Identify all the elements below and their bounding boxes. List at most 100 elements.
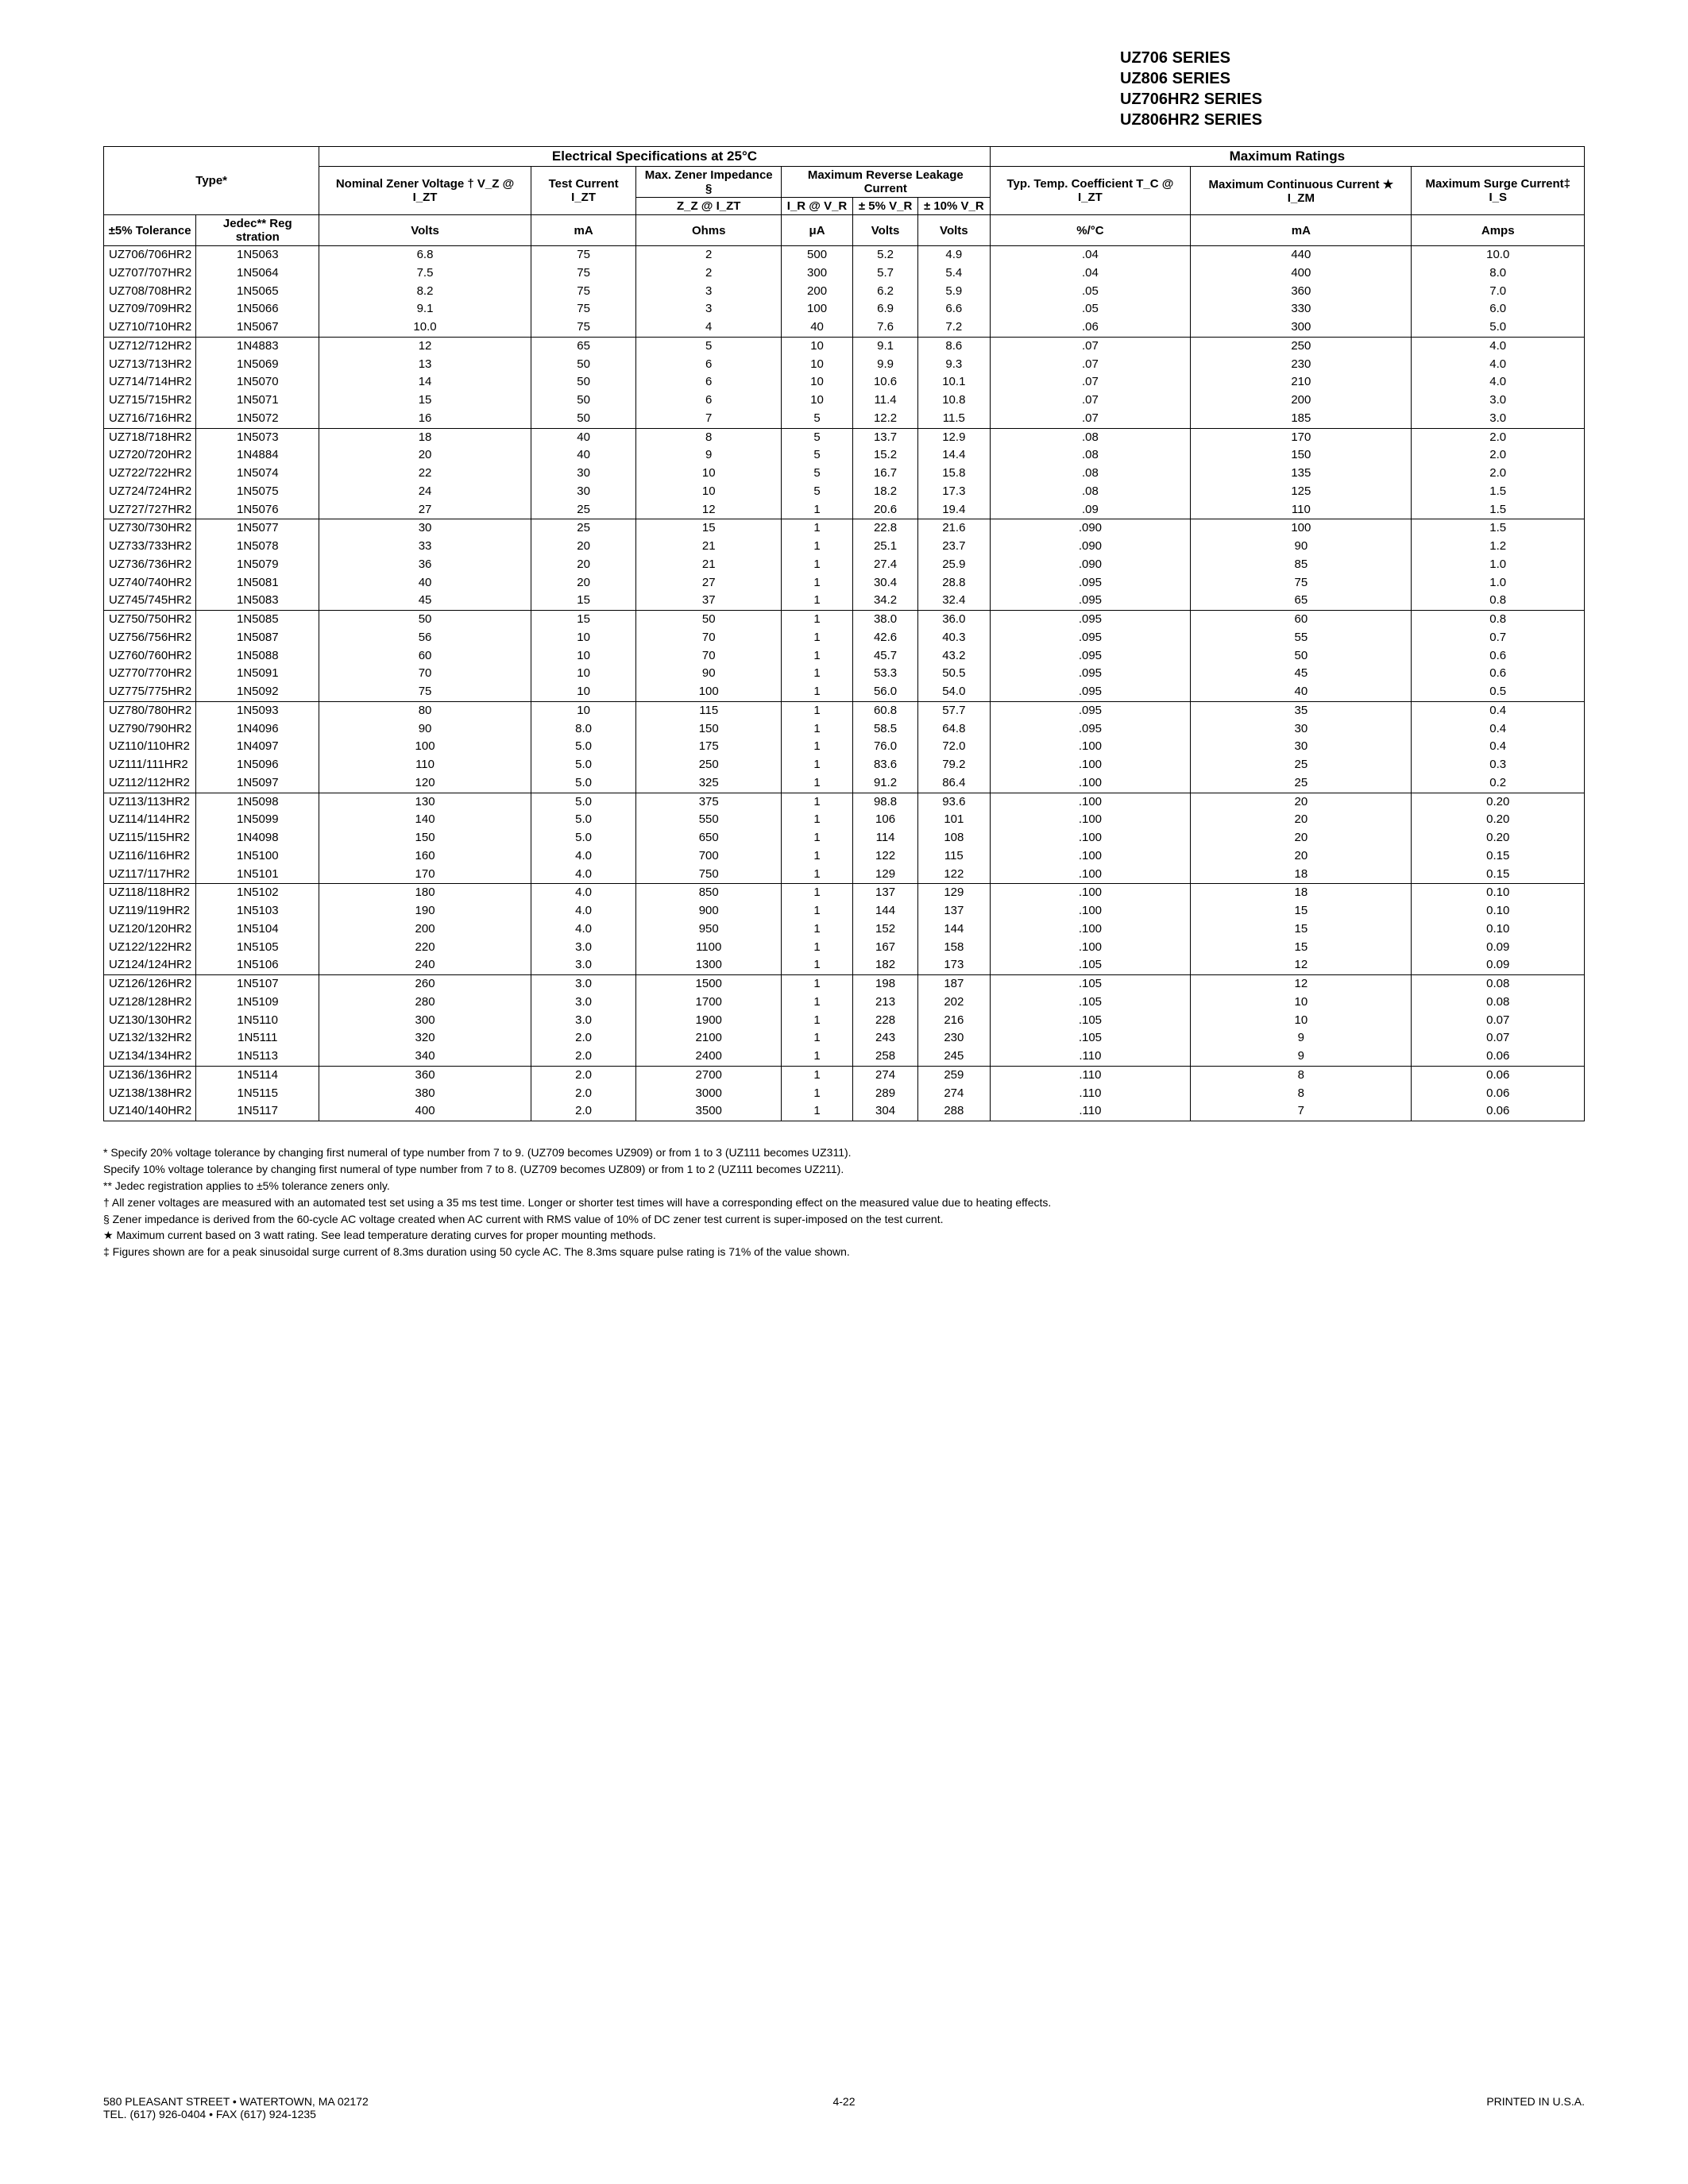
table-row: UZ770/770HR21N5091701090153.350.5.095450… xyxy=(104,665,1585,683)
table-cell: 200 xyxy=(1191,392,1412,410)
table-cell: 34.2 xyxy=(853,592,918,610)
table-cell: 15 xyxy=(1191,902,1412,920)
table-cell: 258 xyxy=(853,1048,918,1066)
table-row: UZ722/722HR21N5074223010516.715.8.081352… xyxy=(104,465,1585,483)
table-cell: 200 xyxy=(781,283,852,301)
table-cell: 65 xyxy=(1191,592,1412,610)
jedec-header: Jedec** Reg stration xyxy=(196,215,319,246)
table-cell: 15 xyxy=(636,519,782,538)
table-row: UZ713/713HR21N506913506109.99.3.072304.0 xyxy=(104,356,1585,374)
table-cell: 1N5105 xyxy=(196,939,319,957)
table-cell: 1 xyxy=(781,920,852,939)
table-row: UZ720/720HR21N488420409515.214.4.081502.… xyxy=(104,446,1585,465)
table-cell: 106 xyxy=(853,811,918,829)
table-cell: 21 xyxy=(636,556,782,574)
table-cell: 0.3 xyxy=(1412,756,1585,774)
max-cont-header: Maximum Continuous Current ★ I_ZM xyxy=(1191,167,1412,215)
table-cell: 12.2 xyxy=(853,410,918,428)
table-cell: 288 xyxy=(918,1102,991,1121)
table-cell: 0.07 xyxy=(1412,1012,1585,1030)
table-row: UZ126/126HR21N51072603.015001198187.1051… xyxy=(104,975,1585,994)
table-cell: 1N5085 xyxy=(196,611,319,629)
table-cell: 2.0 xyxy=(531,1048,636,1066)
table-cell: 45 xyxy=(319,592,531,610)
table-cell: 0.07 xyxy=(1412,1029,1585,1048)
table-cell: 1N5099 xyxy=(196,811,319,829)
table-cell: 5.2 xyxy=(853,246,918,264)
table-cell: 1.5 xyxy=(1412,501,1585,519)
table-cell: 4 xyxy=(636,318,782,337)
table-cell: UZ110/110HR2 xyxy=(104,738,196,756)
table-cell: 23.7 xyxy=(918,538,991,556)
table-cell: 190 xyxy=(319,902,531,920)
table-cell: 100 xyxy=(319,738,531,756)
table-cell: 10.8 xyxy=(918,392,991,410)
table-cell: 7.5 xyxy=(319,264,531,283)
table-cell: 5 xyxy=(636,337,782,355)
table-cell: 5.7 xyxy=(853,264,918,283)
table-body: UZ706/706HR21N50636.87525005.24.9.044401… xyxy=(104,246,1585,1121)
table-cell: 259 xyxy=(918,1066,991,1084)
table-cell: 110 xyxy=(1191,501,1412,519)
table-cell: 6 xyxy=(636,392,782,410)
table-row: UZ714/714HR21N5070145061010.610.1.072104… xyxy=(104,373,1585,392)
table-cell: 1.5 xyxy=(1412,519,1585,538)
table-cell: .095 xyxy=(990,592,1191,610)
table-cell: 0.2 xyxy=(1412,774,1585,793)
table-cell: 5 xyxy=(781,465,852,483)
table-cell: 38.0 xyxy=(853,611,918,629)
table-cell: 9.1 xyxy=(853,337,918,355)
table-cell: 5.0 xyxy=(531,793,636,811)
table-row: UZ716/716HR21N507216507512.211.5.071853.… xyxy=(104,410,1585,428)
table-cell: 58.5 xyxy=(853,720,918,739)
table-cell: 1700 xyxy=(636,994,782,1012)
table-cell: UZ116/116HR2 xyxy=(104,847,196,866)
table-cell: 20 xyxy=(319,446,531,465)
table-cell: 10 xyxy=(531,647,636,666)
table-cell: 27 xyxy=(319,501,531,519)
table-cell: 15 xyxy=(531,592,636,610)
table-cell: 9.3 xyxy=(918,356,991,374)
table-cell: 850 xyxy=(636,884,782,902)
table-cell: 6 xyxy=(636,356,782,374)
table-cell: 304 xyxy=(853,1102,918,1121)
table-cell: UZ709/709HR2 xyxy=(104,300,196,318)
table-cell: 1900 xyxy=(636,1012,782,1030)
table-cell: .095 xyxy=(990,574,1191,592)
table-cell: 1 xyxy=(781,774,852,793)
table-row: UZ724/724HR21N5075243010518.217.3.081251… xyxy=(104,483,1585,501)
table-cell: 36 xyxy=(319,556,531,574)
table-cell: 0.06 xyxy=(1412,1066,1585,1084)
table-cell: 50 xyxy=(636,611,782,629)
table-cell: 27 xyxy=(636,574,782,592)
table-cell: UZ708/708HR2 xyxy=(104,283,196,301)
footer-line: 580 PLEASANT STREET • WATERTOWN, MA 0217… xyxy=(103,2095,369,2108)
table-cell: .095 xyxy=(990,683,1191,701)
table-cell: 11.5 xyxy=(918,410,991,428)
table-cell: 202 xyxy=(918,994,991,1012)
table-cell: 1.2 xyxy=(1412,538,1585,556)
footer-address: 580 PLEASANT STREET • WATERTOWN, MA 0217… xyxy=(103,2095,369,2120)
unit-ma2: mA xyxy=(1191,215,1412,246)
table-cell: 98.8 xyxy=(853,793,918,811)
table-cell: 1N5077 xyxy=(196,519,319,538)
table-cell: 8 xyxy=(636,428,782,446)
table-cell: 75 xyxy=(531,246,636,264)
table-cell: 40 xyxy=(1191,683,1412,701)
table-cell: 125 xyxy=(1191,483,1412,501)
table-cell: .08 xyxy=(990,446,1191,465)
table-cell: 1N5100 xyxy=(196,847,319,866)
table-cell: 137 xyxy=(918,902,991,920)
table-cell: 1N5073 xyxy=(196,428,319,446)
table-cell: 18.2 xyxy=(853,483,918,501)
table-cell: 360 xyxy=(1191,283,1412,301)
table-cell: 50.5 xyxy=(918,665,991,683)
table-cell: 1 xyxy=(781,994,852,1012)
table-cell: 55 xyxy=(1191,629,1412,647)
series-line: UZ706 SERIES xyxy=(1120,48,1585,68)
table-cell: 230 xyxy=(1191,356,1412,374)
ir-vr-header: I_R @ V_R xyxy=(781,198,852,215)
table-cell: 129 xyxy=(918,884,991,902)
table-cell: .07 xyxy=(990,392,1191,410)
table-cell: 30 xyxy=(1191,738,1412,756)
